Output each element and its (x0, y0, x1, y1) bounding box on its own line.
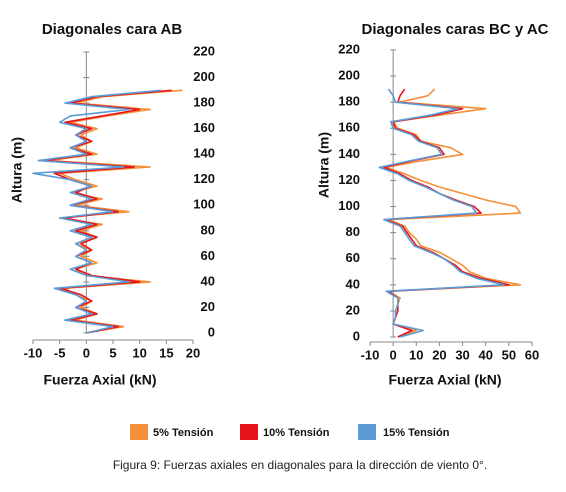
series-line (383, 88, 510, 338)
y-tick-label: 160 (193, 120, 215, 135)
y-tick-label: 120 (193, 171, 215, 186)
x-axis-label: Fuerza Axial (kN) (43, 372, 156, 388)
y-axis-label: Altura (m) (9, 137, 25, 203)
x-tick-label: -10 (24, 345, 43, 360)
y-tick-label: 120 (338, 172, 360, 187)
y-tick-label: 180 (193, 95, 215, 110)
legend-swatch (240, 424, 258, 440)
y-tick-label: 140 (338, 146, 360, 161)
y-tick-label: 80 (346, 224, 360, 239)
x-tick-label: 5 (109, 345, 116, 360)
y-axis-label: Altura (m) (316, 132, 332, 198)
y-tick-label: 0 (353, 328, 360, 343)
y-tick-label: 0 (208, 324, 215, 339)
y-tick-label: 60 (201, 248, 215, 263)
chart-title: Diagonales caras BC y AC (361, 21, 548, 38)
y-tick-label: 40 (201, 273, 215, 288)
series-line (378, 88, 505, 338)
y-tick-label: 200 (338, 68, 360, 83)
legend-label: 10% Tensión (263, 427, 330, 439)
x-tick-label: 15 (159, 345, 173, 360)
y-tick-label: 80 (201, 222, 215, 237)
x-tick-label: 40 (478, 347, 492, 362)
y-tick-label: 20 (201, 299, 215, 314)
legend-label: 15% Tensión (383, 427, 450, 439)
series-line (385, 88, 522, 338)
y-tick-label: 100 (338, 198, 360, 213)
x-tick-label: 20 (186, 345, 200, 360)
y-tick-label: 200 (193, 69, 215, 84)
x-axis-label: Fuerza Axial (kN) (388, 372, 501, 388)
x-tick-label: 10 (132, 345, 146, 360)
y-tick-label: 40 (346, 276, 360, 291)
y-tick-label: 180 (338, 94, 360, 109)
x-tick-label: 20 (432, 347, 446, 362)
legend-swatch (358, 424, 376, 440)
caption: Figura 9: Fuerzas axiales en diagonales … (113, 458, 487, 472)
legend-swatch (130, 424, 148, 440)
series-line (42, 89, 172, 334)
y-tick-label: 160 (338, 120, 360, 135)
y-tick-label: 100 (193, 197, 215, 212)
chart-title: Diagonales cara AB (42, 21, 182, 38)
x-tick-label: 30 (455, 347, 469, 362)
x-tick-label: -5 (54, 345, 66, 360)
series-line (32, 89, 162, 334)
y-tick-label: 220 (338, 41, 360, 56)
y-tick-label: 60 (346, 250, 360, 265)
x-tick-label: 10 (409, 347, 423, 362)
legend-label: 5% Tensión (153, 427, 214, 439)
y-tick-label: 20 (346, 302, 360, 317)
x-tick-label: 0 (83, 345, 90, 360)
y-tick-label: 220 (193, 43, 215, 58)
x-tick-label: -10 (361, 347, 380, 362)
x-tick-label: 60 (525, 347, 539, 362)
x-tick-label: 0 (390, 347, 397, 362)
y-tick-label: 140 (193, 146, 215, 161)
x-tick-label: 50 (502, 347, 516, 362)
